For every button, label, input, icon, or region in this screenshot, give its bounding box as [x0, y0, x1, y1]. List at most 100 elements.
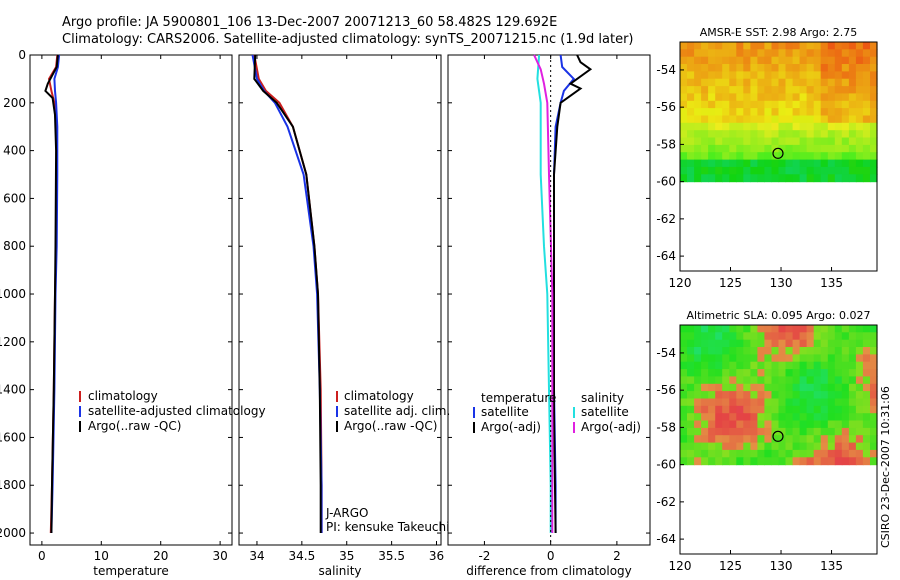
sst-cell	[834, 49, 843, 58]
sst-cell	[729, 56, 737, 65]
sla-argo-marker	[772, 430, 784, 442]
sst-cell	[694, 174, 702, 183]
sla-cell	[708, 413, 716, 422]
sla-cell	[750, 383, 758, 392]
sst-cell	[785, 108, 794, 116]
sst-cell	[870, 122, 878, 131]
sla-cell	[715, 361, 723, 370]
sst-cell	[757, 86, 765, 94]
sst-cell	[687, 86, 695, 94]
sst-cell	[827, 137, 836, 146]
sla-cell	[848, 457, 857, 466]
sst-cell	[687, 100, 695, 109]
sla-cell	[771, 339, 780, 348]
sla-cell	[771, 420, 780, 429]
sst-cell	[701, 49, 709, 58]
sla-cell	[792, 347, 801, 355]
sst-cell	[764, 71, 772, 80]
sla-cell	[827, 332, 836, 341]
sst-cell	[687, 42, 695, 50]
sst-cell	[736, 137, 744, 146]
sst-cell	[708, 115, 716, 124]
sst-cell	[806, 108, 815, 116]
sla-cell	[813, 435, 822, 444]
sst-cell	[736, 152, 744, 161]
sla-cell	[694, 376, 702, 385]
sst-cell	[750, 100, 758, 109]
sla-cell	[785, 435, 794, 444]
sst-cell	[764, 122, 772, 131]
sst-cell	[743, 130, 751, 139]
sst-cell	[715, 130, 723, 139]
sst-cell	[694, 49, 702, 58]
sla-cell	[785, 427, 794, 436]
sla-cell	[701, 449, 709, 458]
sla-cell	[792, 339, 801, 348]
sla-cell	[708, 405, 716, 414]
sst-cell	[715, 78, 723, 87]
sst-ytick-label: -56	[656, 100, 676, 114]
sla-cell	[827, 457, 836, 466]
sst-cell	[687, 115, 695, 124]
sla-cell	[855, 325, 864, 333]
sla-cell	[820, 405, 829, 414]
sla-cell	[715, 339, 723, 348]
sst-cell	[722, 42, 730, 50]
sla-cell	[799, 339, 808, 348]
sst-cell	[736, 130, 744, 139]
sla-cell	[799, 325, 808, 333]
sst-cell	[729, 115, 737, 124]
sst-cell	[870, 166, 878, 175]
sst-cell	[813, 130, 822, 139]
sst-cell	[778, 100, 787, 109]
salinity-legend-label: satellite adj. clim.	[344, 404, 450, 418]
sst-cell	[820, 137, 829, 146]
sst-cell	[736, 122, 744, 131]
sla-cell	[729, 391, 737, 399]
sst-cell	[715, 93, 723, 102]
sst-cell	[813, 137, 822, 146]
sst-cell	[778, 108, 787, 116]
sla-cell	[694, 435, 702, 444]
sst-cell	[778, 49, 787, 58]
sla-cell	[771, 325, 780, 333]
sla-cell	[701, 376, 709, 385]
sla-cell	[736, 420, 744, 429]
sla-cell	[785, 383, 794, 392]
sst-cell	[834, 86, 843, 94]
sst-cell	[841, 144, 850, 153]
sst-cell	[771, 56, 780, 65]
sla-cell	[757, 361, 765, 370]
sla-cell	[834, 405, 843, 414]
sla-cell	[729, 325, 737, 333]
difference-xtick-label: 2	[613, 549, 621, 563]
sla-cell	[870, 442, 878, 451]
sla-cell	[848, 339, 857, 348]
sla-cell	[792, 405, 801, 414]
sst-cell	[834, 100, 843, 109]
sst-cell	[813, 144, 822, 153]
sla-cell	[834, 413, 843, 422]
sst-cell	[722, 71, 730, 80]
sla-cell	[736, 427, 744, 436]
sla-cell	[855, 398, 864, 407]
sla-cell	[841, 427, 850, 436]
sla-cell	[743, 420, 751, 429]
sla-cell	[855, 442, 864, 451]
sla-cell	[827, 427, 836, 436]
sla-cell	[750, 347, 758, 355]
sst-cell	[806, 174, 815, 183]
sst-cell	[722, 174, 730, 183]
sst-cell	[862, 108, 871, 116]
sla-cell	[750, 325, 758, 333]
sst-cell	[715, 122, 723, 131]
sst-cell	[729, 159, 737, 168]
sst-cell	[764, 86, 772, 94]
sst-cell	[785, 130, 794, 139]
difference-legend-label: satellite	[481, 405, 529, 419]
sst-cell	[778, 174, 787, 183]
salinity-legend-label: climatology	[344, 389, 414, 403]
sla-cell	[701, 332, 709, 341]
sla-cell	[806, 427, 815, 436]
sst-cell	[764, 152, 772, 161]
